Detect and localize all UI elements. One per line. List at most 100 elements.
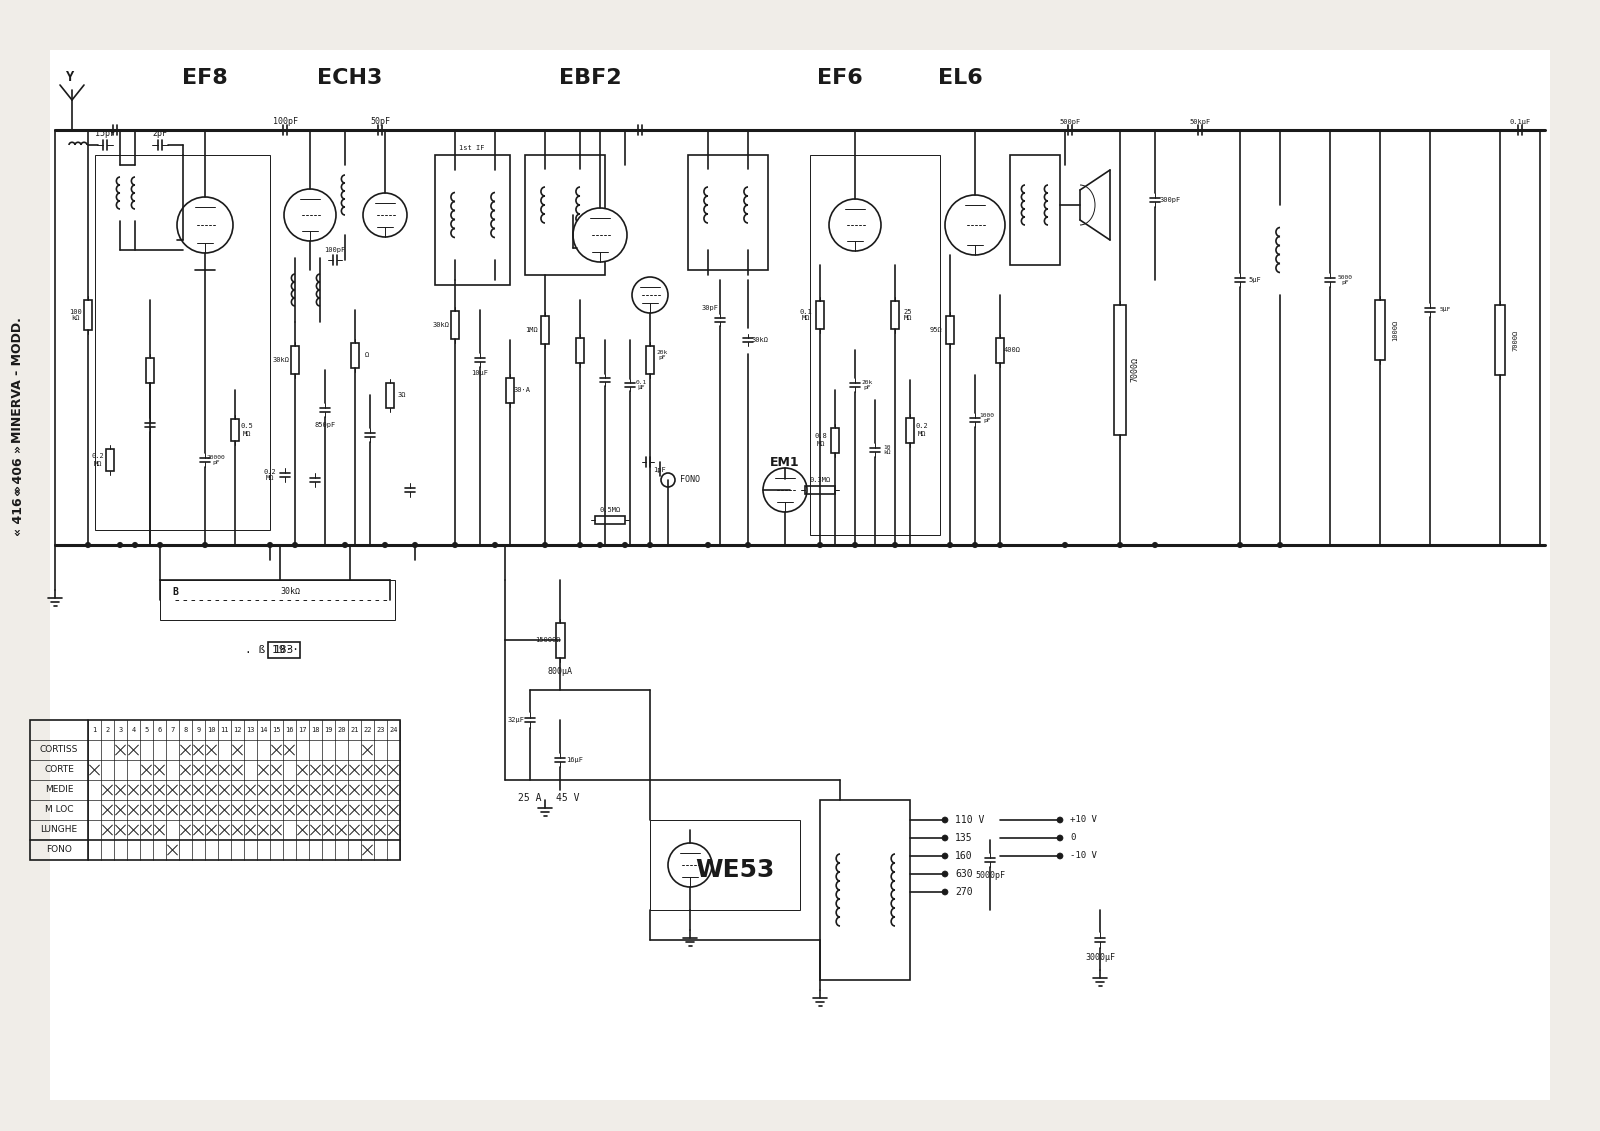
Text: 20: 20 [338, 727, 346, 733]
Text: 30kΩ: 30kΩ [432, 322, 450, 328]
Text: MINERVA - MODD.: MINERVA - MODD. [11, 317, 24, 443]
Circle shape [669, 843, 712, 887]
Bar [435, 155, 510, 285]
Text: 15000Ω: 15000Ω [536, 637, 560, 644]
Text: 400Ω: 400Ω [1003, 347, 1021, 353]
Bar [646, 346, 654, 374]
Text: 21: 21 [350, 727, 358, 733]
Bar [1374, 300, 1386, 360]
Text: 3: 3 [118, 727, 123, 733]
Circle shape [763, 468, 806, 512]
Circle shape [746, 542, 750, 549]
Circle shape [706, 542, 710, 549]
Bar [541, 316, 549, 344]
Text: 183: 183 [274, 645, 294, 655]
Bar [946, 316, 954, 344]
Bar [386, 382, 394, 407]
Circle shape [542, 542, 547, 549]
Bar [810, 155, 941, 535]
Circle shape [1058, 835, 1062, 841]
Text: -10 V: -10 V [1070, 852, 1098, 861]
Text: 1st IF: 1st IF [459, 145, 485, 152]
Text: 19: 19 [325, 727, 333, 733]
Text: 100
kΩ: 100 kΩ [70, 309, 82, 321]
Text: MEDIE: MEDIE [45, 786, 74, 794]
Circle shape [178, 197, 234, 253]
Text: 3Ω: 3Ω [398, 392, 406, 398]
Circle shape [942, 871, 947, 877]
Circle shape [997, 542, 1003, 549]
Bar [291, 346, 299, 374]
Circle shape [829, 199, 882, 251]
Text: 800μA: 800μA [547, 667, 573, 676]
Bar [830, 428, 838, 452]
Text: 2pF: 2pF [152, 130, 168, 138]
Text: 7000Ω: 7000Ω [1512, 329, 1518, 351]
Bar [1010, 155, 1059, 265]
Text: 17: 17 [298, 727, 307, 733]
Bar [83, 300, 93, 330]
Bar [350, 343, 358, 368]
Circle shape [267, 542, 274, 549]
Bar [451, 311, 459, 339]
Circle shape [1058, 817, 1062, 823]
Text: FONO: FONO [46, 846, 72, 855]
Text: 0.2
MΩ: 0.2 MΩ [91, 454, 104, 466]
Text: M LOC: M LOC [45, 805, 74, 814]
Circle shape [942, 817, 947, 823]
Circle shape [1062, 542, 1069, 549]
Text: 2: 2 [106, 727, 110, 733]
Text: 7000Ω: 7000Ω [1131, 357, 1139, 382]
Bar [106, 449, 114, 470]
Text: ECH3: ECH3 [317, 68, 382, 88]
Text: 24: 24 [389, 727, 398, 733]
Text: Ω: Ω [365, 352, 370, 359]
Bar [816, 301, 824, 329]
Text: 45 V: 45 V [557, 793, 579, 803]
Bar [576, 337, 584, 363]
Text: FONO: FONO [680, 475, 701, 484]
Text: EL6: EL6 [938, 68, 982, 88]
Bar [506, 378, 514, 403]
Text: 16: 16 [285, 727, 294, 733]
Text: 25 A: 25 A [518, 793, 542, 803]
Bar [650, 820, 800, 910]
Text: 4: 4 [131, 727, 136, 733]
Text: 16μF: 16μF [566, 757, 584, 763]
Text: 110 V: 110 V [955, 815, 984, 824]
Text: 25
MΩ: 25 MΩ [904, 309, 912, 321]
Text: 0.2
MΩ: 0.2 MΩ [264, 468, 277, 482]
Text: EBF2: EBF2 [558, 68, 621, 88]
Text: 135: 135 [955, 834, 973, 843]
Bar [819, 800, 910, 979]
Circle shape [942, 835, 947, 841]
Text: 6: 6 [157, 727, 162, 733]
Bar [891, 301, 899, 329]
Circle shape [973, 542, 978, 549]
Text: 30pF: 30pF [701, 305, 718, 311]
Text: 630: 630 [955, 869, 973, 879]
Circle shape [893, 542, 898, 549]
Circle shape [1117, 542, 1123, 549]
Text: 0.5MΩ: 0.5MΩ [600, 507, 621, 513]
Text: 270: 270 [955, 887, 973, 897]
Text: 30·A: 30·A [514, 387, 531, 392]
Text: EF6: EF6 [818, 68, 862, 88]
Bar [688, 155, 768, 270]
Text: 1000
pF: 1000 pF [979, 413, 995, 423]
Circle shape [117, 542, 123, 549]
Text: 50pF: 50pF [370, 118, 390, 127]
Text: 10: 10 [208, 727, 216, 733]
Circle shape [1277, 542, 1283, 549]
Text: 32μF: 32μF [507, 717, 525, 723]
Text: 160: 160 [955, 851, 973, 861]
Text: 5000
pF: 5000 pF [1338, 275, 1352, 285]
Text: 100pF: 100pF [272, 118, 298, 127]
Circle shape [578, 542, 582, 549]
Bar [160, 580, 395, 620]
Text: 0.3MΩ: 0.3MΩ [810, 477, 830, 483]
Circle shape [285, 189, 336, 241]
Circle shape [382, 542, 387, 549]
Text: 3000μF: 3000μF [1085, 953, 1115, 962]
Bar [595, 516, 626, 524]
